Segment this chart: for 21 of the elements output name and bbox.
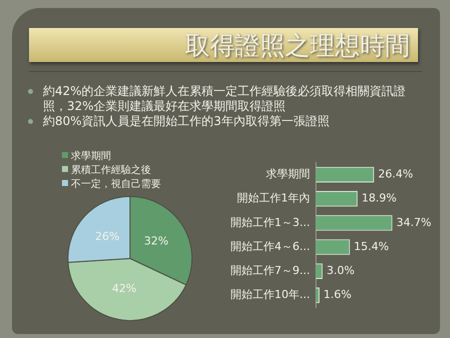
y-tick-label: 開始工作4～6... <box>230 240 310 253</box>
data-label: 26% <box>95 230 120 244</box>
legend-label: 不一定，視自己需要 <box>71 179 161 190</box>
data-label: 1.6% <box>324 288 352 302</box>
legend-label: 求學期間 <box>71 151 111 162</box>
y-tick-label: 開始工作7～9... <box>230 264 310 278</box>
data-label: 18.9% <box>362 192 397 205</box>
y-tick-label: 開始工作10年... <box>230 288 310 302</box>
y-tick-label: 開始工作1年內 <box>237 192 310 205</box>
data-label: 34.7% <box>396 216 432 229</box>
legend-label: 累積工作經驗之後 <box>71 165 151 176</box>
y-tick-label: 求學期間 <box>266 168 310 181</box>
data-label: 32% <box>144 234 168 248</box>
banner: 取得證照之理想時間 <box>29 28 418 62</box>
data-label: 3.0% <box>326 264 355 278</box>
data-label: 26.4% <box>378 168 414 181</box>
data-label: 15.4% <box>354 240 389 253</box>
text: 約80%資訊人員是在開始工作的3年內取得第一張證照 <box>43 114 330 128</box>
y-tick-label: 開始工作1～3... <box>230 216 310 229</box>
text: 約42%的企業建議新鮮人在累積一定工作經驗後必須取得相關資訊證照，32%企業則建議最好在求學期間取得證照 <box>43 84 406 113</box>
data-label: 42% <box>112 282 136 295</box>
